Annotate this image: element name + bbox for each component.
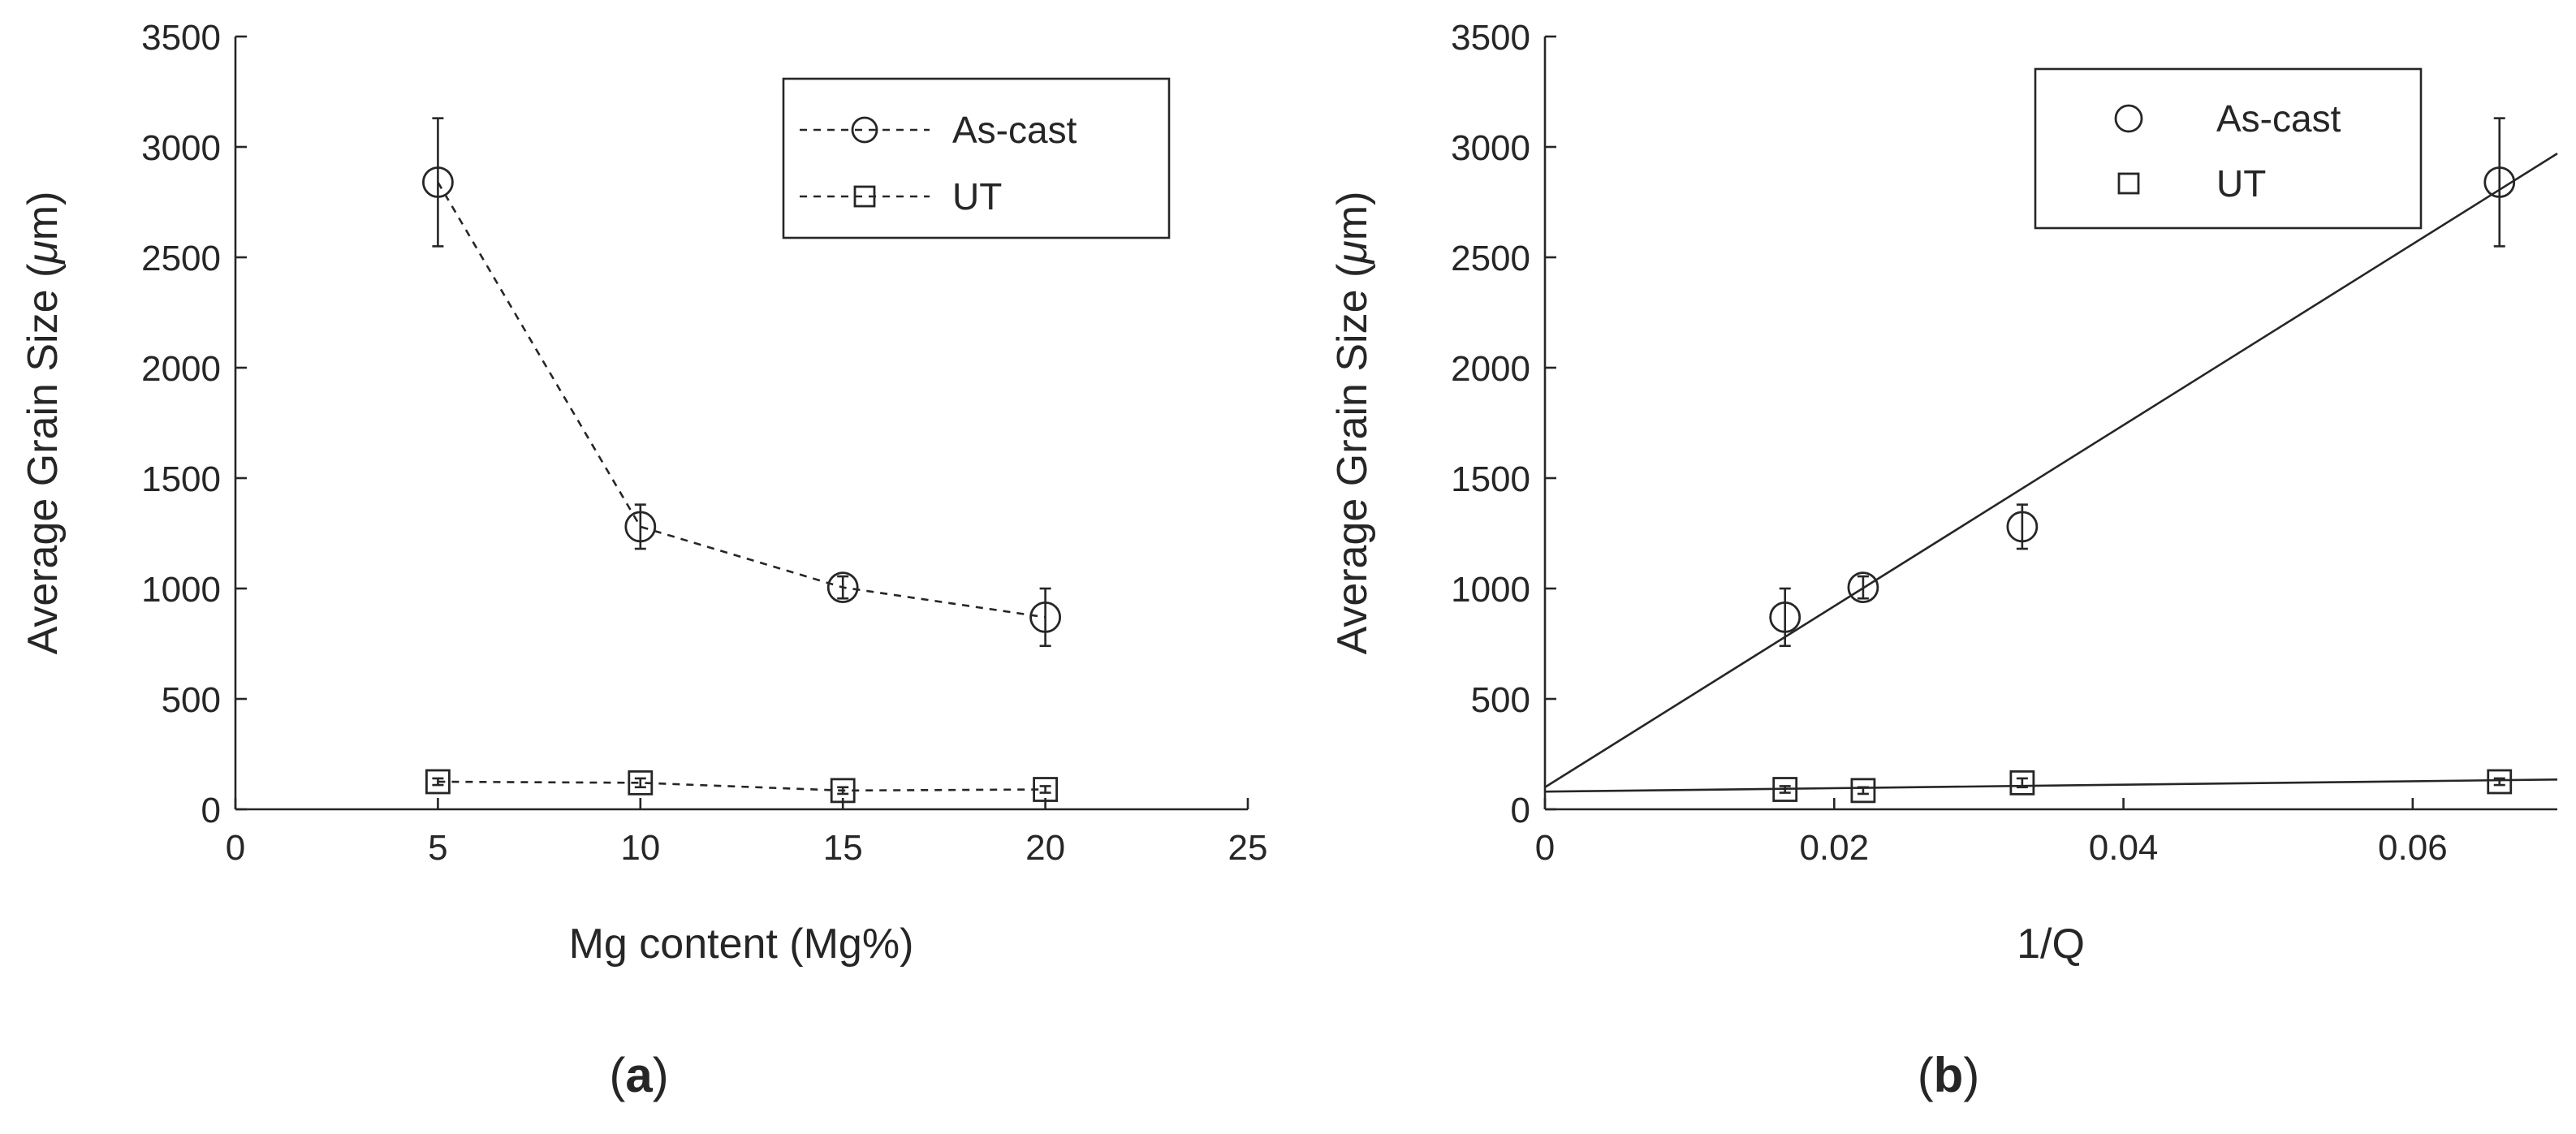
chart-panel-b: 0 0.02 0.04 0.06 0 500 1000 1500 2000 2500 3000 35… (1329, 18, 2558, 1102)
panel-a-ut-point (628, 770, 654, 796)
panel-b-ut-error-bar (1857, 786, 1869, 796)
panel-a-legend: As-cast UT (782, 77, 1171, 239)
panel-a-y-tick-label: 1000 (141, 570, 221, 610)
panel-b-as-cast-point (2483, 166, 2516, 198)
panel-b-y-tick-label: 500 (1471, 680, 1530, 720)
panel-b-y-tick-label: 2500 (1451, 239, 1530, 278)
chart-panel-a: 0 5 10 15 20 25 0500100015002000250030003500 … (19, 18, 1267, 1102)
panel-a-as-cast-point (826, 571, 859, 604)
panel-b-ut-point (2487, 769, 2513, 795)
panel-a-y-tick-label: 2000 (141, 349, 221, 389)
panel-b-x-tick-label: 0 (1535, 828, 1555, 868)
panel-a-y-tick-label: 2500 (141, 239, 221, 278)
panel-a-x-tick-label: 10 (620, 828, 660, 868)
panel-b-as-cast-error-bar (1857, 575, 1869, 600)
panel-a-y-tick-label: 0 (201, 791, 221, 830)
panel-a-legend-ut-marker (853, 185, 876, 208)
panel-a-y-axis-title: Average Grain Size (μm) (19, 192, 67, 655)
panel-a-legend-ut-label: UT (952, 175, 1002, 218)
panel-b-ut-error-bar (2493, 777, 2505, 787)
panel-a-label: (a) (609, 1048, 668, 1102)
panel-a-x-axis-title: Mg content (Mg%) (569, 921, 914, 968)
panel-a-y-tick-label: 3500 (141, 18, 221, 58)
panel-b-x-tick-label: 0.02 (1799, 828, 1869, 868)
panel-a-legend-ascast-label: As-cast (952, 109, 1077, 151)
panel-b-y-tick-label: 1500 (1451, 459, 1530, 499)
panel-a-ut-error-bar (432, 777, 444, 787)
panel-b-y-tick-label: 0 (1511, 791, 1530, 830)
panel-a-ut-error-bar (837, 786, 849, 796)
panel-a-as-cast-point (624, 511, 657, 543)
panel-a-x-tick-label: 5 (428, 828, 447, 868)
panel-b-as-cast-error-bar (1779, 587, 1791, 648)
panel-b-as-cast-error-bar (2493, 117, 2505, 248)
panel-a-as-cast-error-bar (837, 575, 849, 600)
panel-b-y-tick-label: 2000 (1451, 349, 1530, 389)
panel-b-ut-point (1772, 777, 1798, 802)
panel-b-legend-ascast-marker (2114, 104, 2143, 133)
panel-b-ut-point (1850, 778, 1876, 804)
panel-a-ut-point (425, 769, 451, 795)
panel-b-x-axis-title: 1/Q (2017, 921, 2085, 968)
panel-b-legend-box (2034, 67, 2423, 230)
panel-b-ut-point (2009, 770, 2035, 796)
panel-b-legend: As-cast UT (2034, 67, 2423, 230)
panel-b-x-tick-label: 0.06 (2378, 828, 2448, 868)
panel-b-ut-error-bar (2016, 777, 2028, 789)
panel-a-as-cast-point (1029, 601, 1061, 633)
panel-b-as-cast-point (1769, 601, 1801, 633)
panel-b-as-cast-point (1847, 571, 1879, 604)
panel-b-as-cast-fit-line (1544, 153, 2558, 788)
panel-b-as-cast-point (2006, 511, 2039, 543)
panel-a-as-cast-point (422, 166, 454, 198)
panel-b-label: (b) (1918, 1048, 1980, 1102)
panel-b-y-tick-label: 3500 (1451, 18, 1530, 58)
panel-b-ut-error-bar (1779, 785, 1791, 794)
panel-a-legend-ascast-marker (851, 116, 878, 144)
panel-a-y-tick-label: 3000 (141, 128, 221, 168)
panel-a-y-tick-label: 1500 (141, 459, 221, 499)
panel-a-as-cast-error-bar (432, 117, 444, 248)
panel-a-x-tick-label: 25 (1228, 828, 1268, 868)
panel-b-y-tick-label: 1000 (1451, 570, 1530, 610)
panel-b-legend-ut-marker (2117, 172, 2140, 195)
panel-b-legend-ascast-label: As-cast (2216, 97, 2341, 140)
panel-a-as-cast-line (437, 181, 1046, 619)
panel-a-x-tick-label: 15 (823, 828, 863, 868)
panel-b-legend-ut-label: UT (2216, 162, 2266, 205)
panel-a-ut-error-bar (634, 777, 646, 789)
panel-a-ut-error-bar (1039, 785, 1051, 794)
panel-b-y-axis-title: Average Grain Size (μm) (1329, 192, 1376, 655)
panel-b-x-tick-label: 0.04 (2089, 828, 2159, 868)
panel-a-y-tick-label: 500 (162, 680, 221, 720)
panel-a-x-tick-label: 20 (1025, 828, 1065, 868)
panel-b-ut-fit-line (1544, 778, 2558, 793)
panel-a-as-cast-error-bar (1039, 587, 1051, 648)
panel-a-legend-box (782, 77, 1171, 239)
panel-a-ut-line (438, 780, 1046, 792)
panel-b-y-tick-label: 3000 (1451, 128, 1530, 168)
panel-a-x-tick-label: 0 (226, 828, 245, 868)
